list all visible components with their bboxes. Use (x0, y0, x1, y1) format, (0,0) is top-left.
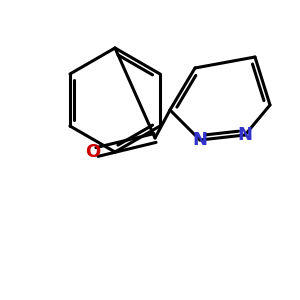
Text: O: O (85, 143, 100, 161)
Text: N: N (238, 126, 253, 144)
Text: N: N (193, 131, 208, 149)
